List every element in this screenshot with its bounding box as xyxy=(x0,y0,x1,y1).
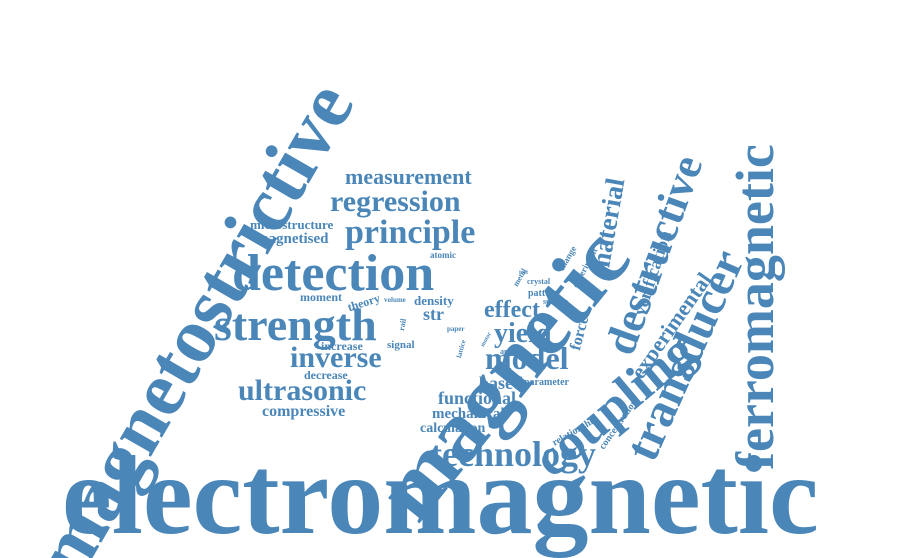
word-paper: paper xyxy=(447,325,465,333)
word-inverse: inverse xyxy=(290,341,382,374)
word-electromagnetic: electromagnetic xyxy=(62,434,819,558)
word-atomic: atomic xyxy=(430,250,456,260)
word-principle: principle xyxy=(345,214,476,251)
word-rail: rail xyxy=(397,318,408,332)
word-crystal: crystal xyxy=(527,277,551,286)
word-test: test xyxy=(519,270,528,276)
word-based: based xyxy=(479,373,524,393)
word-compressive: compressive xyxy=(262,403,346,420)
word-functional: functional xyxy=(438,388,517,408)
word-model: model xyxy=(485,340,569,376)
word-regression: regression xyxy=(330,185,461,218)
word-pattern: pattern xyxy=(528,288,560,299)
word-effect: effect xyxy=(484,297,540,323)
word-signal: signal xyxy=(387,339,415,351)
word-increase: increase xyxy=(321,339,363,353)
word-str: str xyxy=(423,304,444,324)
word-microstructure: microstructure xyxy=(250,217,334,232)
word-mechanical: mechanical xyxy=(432,406,505,422)
word-strength: strength xyxy=(214,299,377,350)
word-density: density xyxy=(414,293,454,308)
word-ultrasonic: ultrasonic xyxy=(238,374,367,407)
word-technology: technology xyxy=(430,434,596,474)
word-moment: moment xyxy=(300,290,342,304)
word-magnetised: magnetised xyxy=(256,231,329,247)
word-decrease: decrease xyxy=(304,368,348,382)
word-yield: yield xyxy=(494,318,552,349)
word-detection: detection xyxy=(232,245,435,302)
word-parameter: parameter xyxy=(524,377,569,388)
word-volume: volume xyxy=(384,296,406,304)
word-measurement: measurement xyxy=(345,164,472,189)
word-calculation: calculation xyxy=(420,421,486,436)
word-surface: surface xyxy=(543,297,568,306)
word-ferromagnetic: ferromagnetic xyxy=(725,144,785,470)
word-analysis: analysis xyxy=(500,347,528,356)
